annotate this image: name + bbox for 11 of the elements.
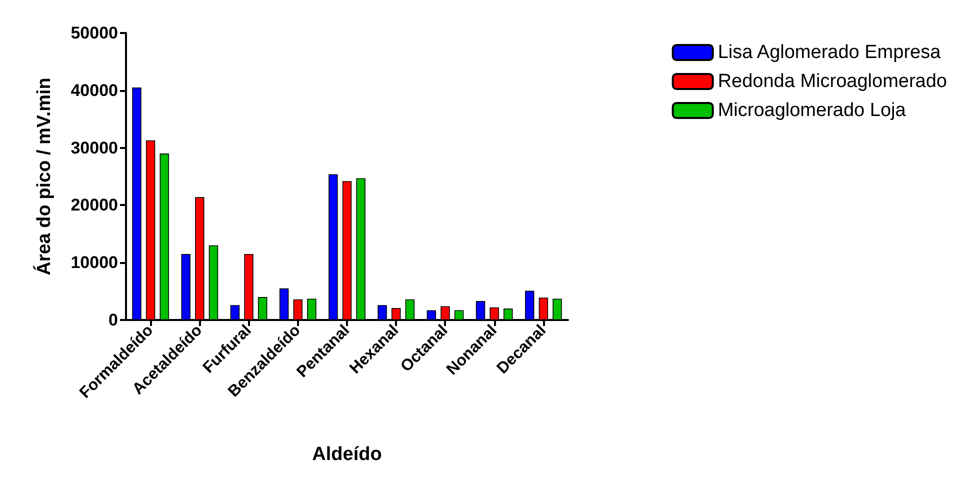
y-tick-label: 30000 bbox=[70, 138, 118, 158]
y-tick-label: 40000 bbox=[70, 80, 118, 100]
y-tick-label: 10000 bbox=[70, 253, 118, 272]
y-tick-label: 20000 bbox=[70, 196, 118, 215]
legend-label: Redonda Microaglomerado bbox=[718, 71, 947, 92]
legend-label: Microaglomerado Loja bbox=[718, 100, 906, 121]
legend-label: Lisa Aglomerado Empresa bbox=[718, 42, 942, 63]
x-axis-title: Aldeído bbox=[312, 444, 382, 465]
y-axis-title: Área do pico / mV.min bbox=[33, 78, 55, 276]
y-tick-label: 50000 bbox=[70, 24, 118, 42]
y-tick-label: 0 bbox=[108, 310, 118, 330]
